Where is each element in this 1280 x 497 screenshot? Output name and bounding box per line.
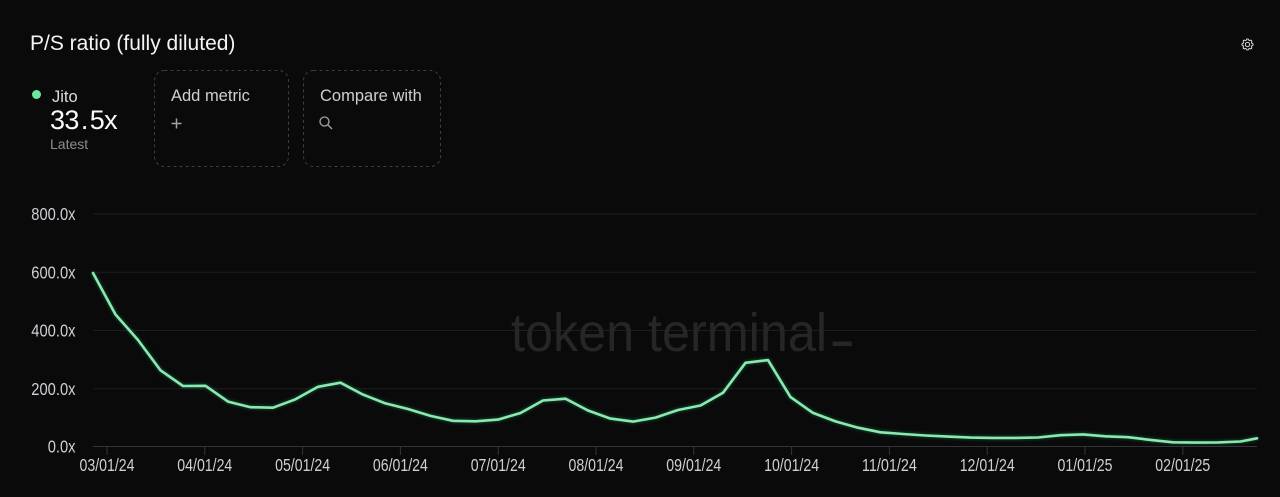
svg-text:11/01/24: 11/01/24 [862, 455, 917, 475]
svg-text:08/01/24: 08/01/24 [569, 455, 624, 475]
svg-text:09/01/24: 09/01/24 [666, 455, 721, 475]
svg-text:02/01/25: 02/01/25 [1155, 455, 1210, 475]
svg-text:06/01/24: 06/01/24 [373, 455, 428, 475]
svg-text:01/01/25: 01/01/25 [1058, 455, 1113, 475]
svg-text:600.0x: 600.0x [31, 262, 75, 282]
svg-text:800.0x: 800.0x [31, 204, 75, 224]
svg-text:04/01/24: 04/01/24 [177, 455, 232, 475]
svg-text:07/01/24: 07/01/24 [471, 455, 526, 475]
svg-text:05/01/24: 05/01/24 [275, 455, 330, 475]
svg-text:token terminal: token terminal [511, 303, 827, 363]
svg-text:10/01/24: 10/01/24 [764, 455, 819, 475]
svg-text:400.0x: 400.0x [31, 321, 75, 341]
svg-text:0.0x: 0.0x [48, 437, 76, 457]
svg-text:200.0x: 200.0x [31, 379, 75, 399]
svg-text:12/01/24: 12/01/24 [960, 455, 1015, 475]
svg-text:03/01/24: 03/01/24 [80, 455, 135, 475]
